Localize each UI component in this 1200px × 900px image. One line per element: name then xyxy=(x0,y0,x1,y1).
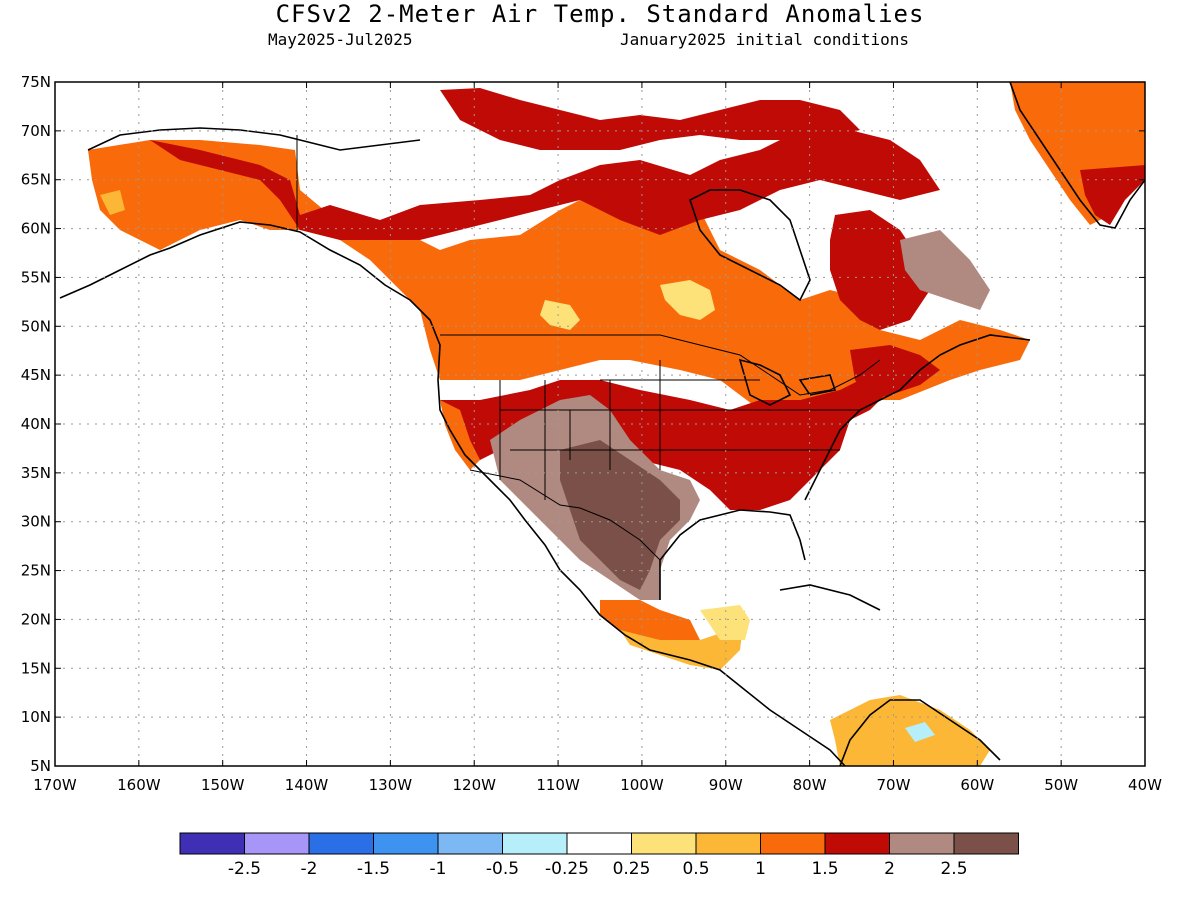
lat-label: 40N xyxy=(21,415,51,433)
lat-label: 30N xyxy=(21,513,51,531)
colorbar-swatch xyxy=(695,832,761,855)
region-arctic-red xyxy=(150,130,940,240)
region-labrador-brown xyxy=(900,230,990,310)
colorbar xyxy=(179,832,1019,855)
colorbar-label: -2 xyxy=(301,859,318,879)
colorbar-swatch xyxy=(437,832,503,855)
coastline-east xyxy=(804,334,1031,501)
lat-label: 75N xyxy=(21,73,51,91)
map-title: CFSv2 2-Meter Air Temp. Standard Anomali… xyxy=(275,0,925,28)
coastlines xyxy=(59,82,1145,766)
lon-label: 80W xyxy=(793,776,827,794)
latitude-labels: 75N 70N 65N 60N 55N 50N 45N 40N 35N 30N 25N 20N 15N 1… xyxy=(21,73,51,775)
lon-label: 50W xyxy=(1044,776,1078,794)
coastline-south-america xyxy=(839,699,1001,766)
lat-label: 10N xyxy=(21,708,51,726)
colorbar-swatch xyxy=(244,832,310,855)
forecast-period: May2025-Jul2025 xyxy=(268,30,413,49)
colorbar-label: -2.5 xyxy=(228,859,261,879)
lon-label: 70W xyxy=(877,776,911,794)
lat-label: 65N xyxy=(21,171,51,189)
region-yucatan-yellow xyxy=(700,605,750,640)
region-northeast-red xyxy=(850,345,940,400)
lat-label: 5N xyxy=(30,757,51,775)
colorbar-label: -1.5 xyxy=(357,859,390,879)
boundary-state-grid-b xyxy=(500,379,860,451)
colorbar-label: 2.5 xyxy=(940,859,967,879)
lat-label: 45N xyxy=(21,366,51,384)
axis-ticks xyxy=(54,81,1146,767)
region-southwest-darkbrown xyxy=(560,440,680,590)
region-south-america-cyan xyxy=(905,722,935,742)
lat-label: 60N xyxy=(21,220,51,238)
region-west-coast-orange xyxy=(440,400,480,470)
lon-label: 60W xyxy=(960,776,994,794)
border-us-canada xyxy=(440,334,881,396)
colorbar-swatch xyxy=(889,832,955,855)
political-boundaries xyxy=(296,135,881,561)
colorbar-labels: -2.5 -2 -1.5 -1 -0.5 -0.25 0.25 0.5 1 1.5 2 2.5 xyxy=(228,859,968,879)
colorbar-label: -1 xyxy=(430,859,447,879)
initial-conditions: January2025 initial conditions xyxy=(620,30,909,49)
lat-label: 25N xyxy=(21,562,51,580)
colorbar-swatch xyxy=(566,832,632,855)
colorbar-swatch xyxy=(953,832,1019,855)
lat-label: 15N xyxy=(21,659,51,677)
colorbar-label: 1 xyxy=(755,859,766,879)
coastline-gulf xyxy=(659,509,806,600)
lon-label: 110W xyxy=(536,776,580,794)
colorbar-swatch xyxy=(308,832,374,855)
lon-label: 170W xyxy=(33,776,77,794)
region-mexico-yellow xyxy=(620,610,745,670)
colorbar-label: -0.25 xyxy=(545,859,589,879)
region-sask-yellow xyxy=(540,300,580,330)
lon-label: 90W xyxy=(709,776,743,794)
lon-label: 140W xyxy=(285,776,329,794)
lon-label: 40W xyxy=(1128,776,1162,794)
coastline-north-america xyxy=(59,221,846,766)
coastline-great-lakes xyxy=(738,358,837,406)
lat-label: 35N xyxy=(21,464,51,482)
lon-label: 100W xyxy=(620,776,664,794)
colorbar-label: 0.25 xyxy=(613,859,651,879)
coastline-greenland xyxy=(1009,82,1145,229)
longitude-labels: 170W 160W 150W 140W 130W 120W 110W 100W 90W 80W 70… xyxy=(33,776,1162,794)
lat-label: 50N xyxy=(21,317,51,335)
region-alaska-orange xyxy=(88,140,1030,410)
colorbar-swatch xyxy=(631,832,697,855)
coastline-alaska-north xyxy=(87,127,421,151)
region-alaska-yellow xyxy=(100,190,125,215)
border-us-mexico xyxy=(469,469,661,561)
colorbar-swatch xyxy=(502,832,568,855)
colorbar-swatch xyxy=(373,832,439,855)
colorbar-swatch xyxy=(824,832,890,855)
region-greenland-orange xyxy=(1010,82,1145,225)
colorbar-label: 0.5 xyxy=(682,859,709,879)
lon-label: 130W xyxy=(369,776,413,794)
lat-label: 55N xyxy=(21,268,51,286)
coastline-hudson-bay xyxy=(689,189,811,302)
boundary-state-grid-a xyxy=(499,360,661,500)
region-mexico-orange xyxy=(600,600,700,650)
lon-label: 150W xyxy=(201,776,245,794)
colorbar-label: 2 xyxy=(884,859,895,879)
coastline-cuba xyxy=(779,584,881,611)
colorbar-label: -0.5 xyxy=(486,859,519,879)
region-arctic-islands-red xyxy=(440,88,860,150)
colorbar-label: 1.5 xyxy=(811,859,838,879)
region-hudson-yellow xyxy=(660,280,715,320)
lat-label: 70N xyxy=(21,122,51,140)
lon-label: 120W xyxy=(452,776,496,794)
lon-label: 160W xyxy=(117,776,161,794)
lat-lon-grid xyxy=(55,82,1145,766)
lat-label: 20N xyxy=(21,610,51,628)
colorbar-swatch xyxy=(179,832,245,855)
colorbar-swatch xyxy=(760,832,826,855)
